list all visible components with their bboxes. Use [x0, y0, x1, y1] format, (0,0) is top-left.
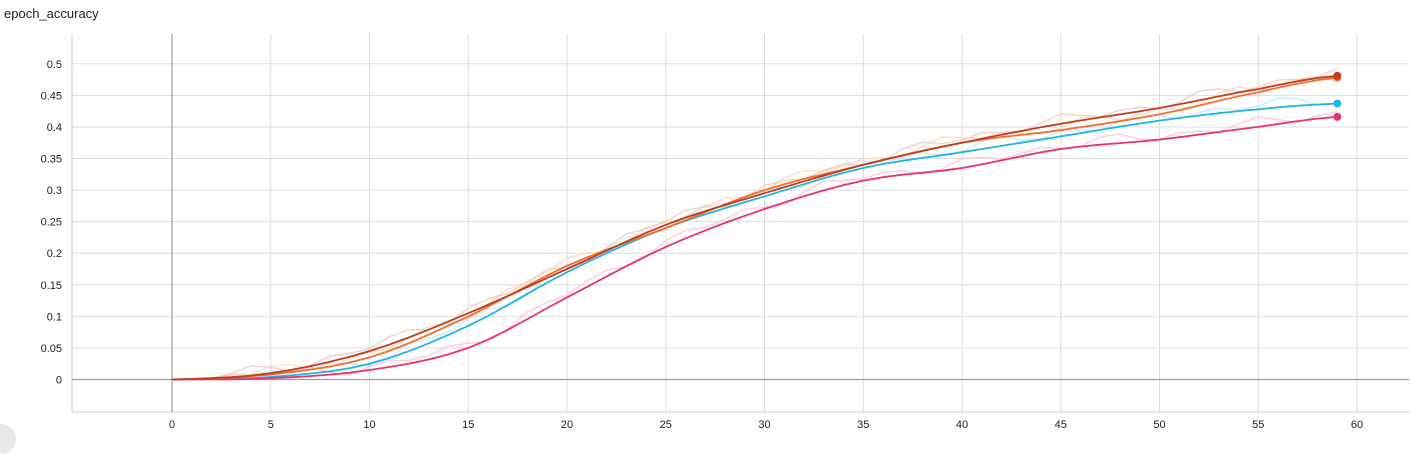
x-tick-label: 15	[462, 419, 474, 431]
x-tick-label: 30	[758, 419, 770, 431]
raw-series-line	[171, 110, 1338, 381]
x-tick-label: 55	[1252, 419, 1264, 431]
x-tick-label: 40	[956, 419, 968, 431]
series-end-point	[1333, 99, 1342, 108]
y-tick-label: 0.5	[47, 59, 62, 71]
raw-series-line	[171, 67, 1338, 381]
y-tick-label: 0.15	[41, 280, 62, 292]
x-tick-label: 25	[660, 419, 672, 431]
chart: 0 5 10 15 20 25 30 35 40 45 50 55 60 0 0.05 0.1 0.15 0.2 0…	[41, 34, 1409, 431]
raw-series	[171, 67, 1338, 381]
x-tick-label: 20	[561, 419, 573, 431]
series-line	[171, 76, 1338, 381]
chart-title: epoch_accuracy	[4, 6, 99, 21]
series-end-point	[1333, 112, 1342, 121]
x-tick-label: 50	[1153, 419, 1165, 431]
y-tick-label: 0.4	[47, 122, 62, 134]
axes	[71, 34, 1409, 413]
y-tick-label: 0.05	[41, 343, 62, 355]
x-tick-label: 45	[1055, 419, 1067, 431]
grid	[72, 34, 1409, 412]
x-tick-label: 0	[169, 419, 175, 431]
series-line	[171, 115, 1338, 381]
y-tick-label: 0.3	[47, 185, 62, 197]
x-tick-label: 60	[1351, 419, 1363, 431]
y-tick-label: 0	[56, 375, 62, 387]
x-tick-label: 10	[363, 419, 375, 431]
tick-labels: 0 5 10 15 20 25 30 35 40 45 50 55 60 0 0.05 0.1 0.15 0.2 0…	[41, 59, 1364, 431]
raw-series-line	[171, 75, 1338, 381]
y-tick-label: 0.45	[41, 90, 62, 102]
x-tick-label: 5	[268, 419, 274, 431]
series-end-point	[1333, 71, 1342, 80]
series-line	[171, 74, 1338, 381]
y-tick-label: 0.2	[47, 248, 62, 260]
y-tick-label: 0.25	[41, 217, 62, 229]
y-tick-label: 0.35	[41, 154, 62, 166]
y-tick-label: 0.1	[47, 311, 62, 323]
smoothed-series	[171, 71, 1342, 381]
series-line	[171, 102, 1338, 381]
x-tick-label: 35	[857, 419, 869, 431]
